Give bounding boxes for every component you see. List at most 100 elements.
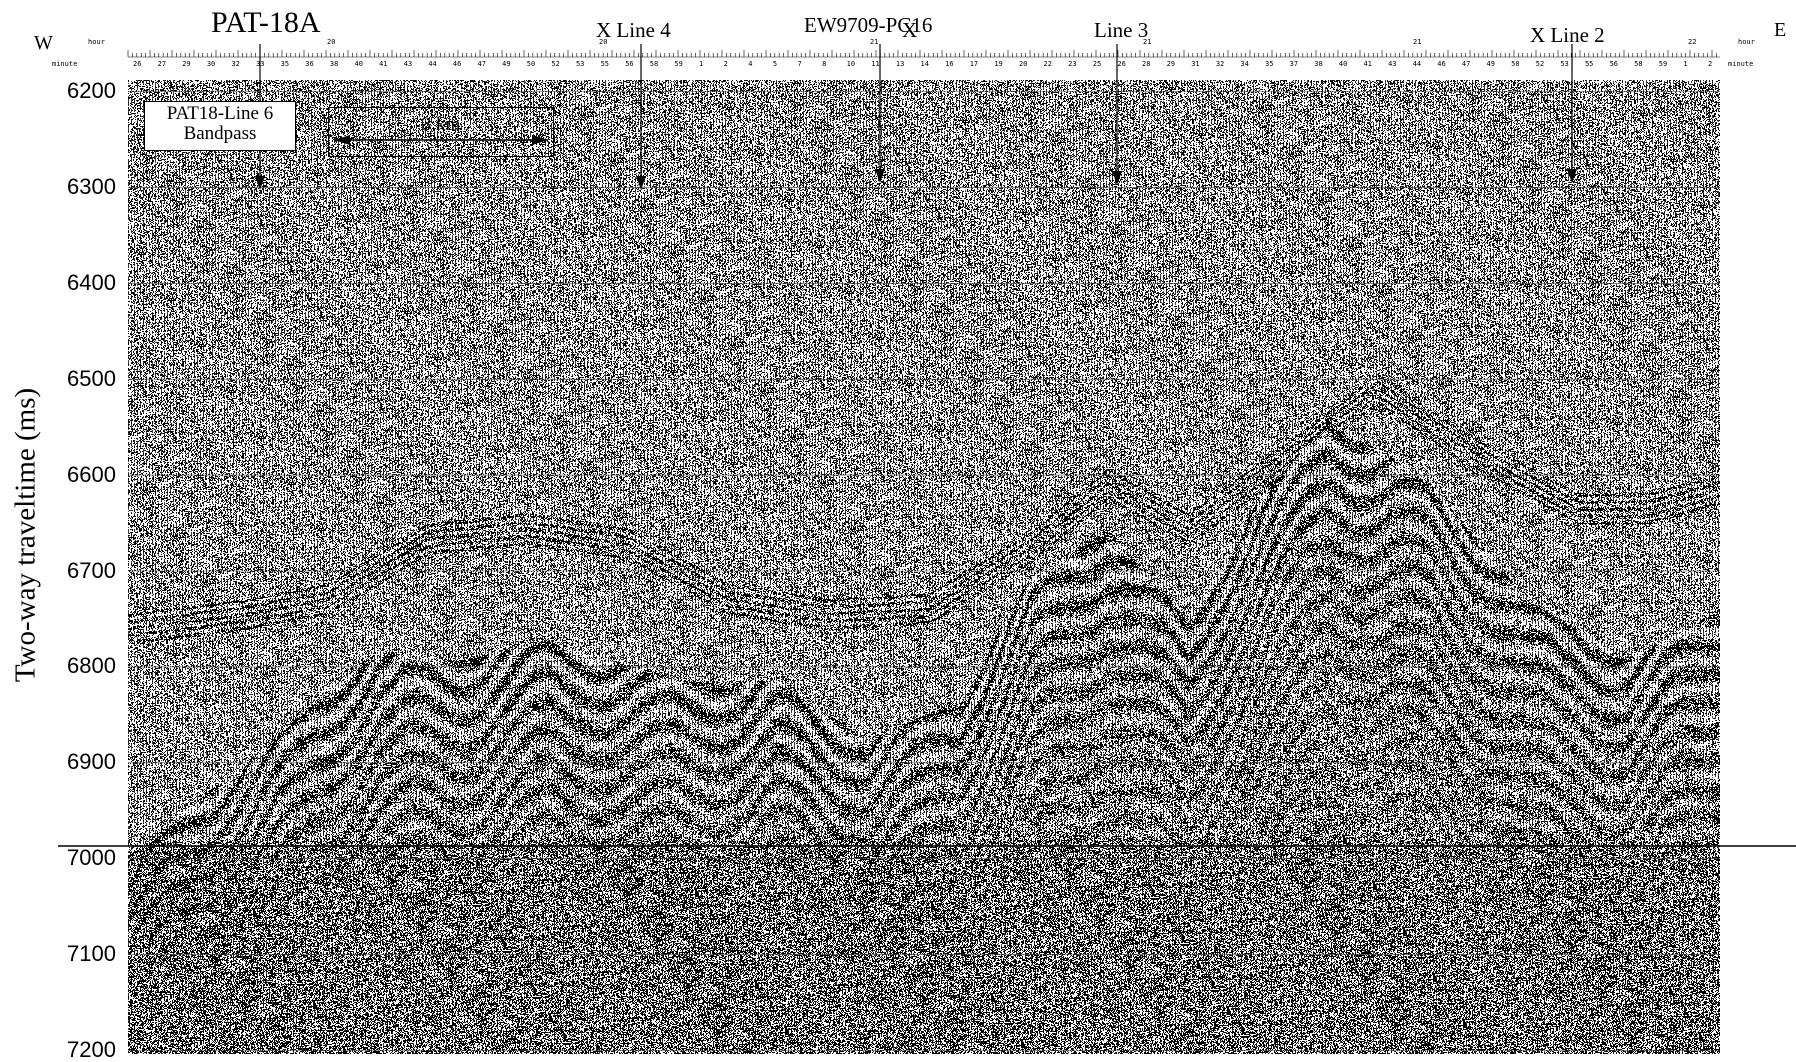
scale-bar-box: 3 km: [328, 107, 554, 157]
minute-tick-label: 43: [1388, 60, 1397, 68]
minute-tick-label: 50: [1511, 60, 1520, 68]
hour-label-left: hour: [88, 38, 105, 46]
minute-tick-label: 56: [625, 60, 634, 68]
minute-tick-label: 26: [1117, 60, 1126, 68]
y-axis-label: Two-way traveltime (ms): [9, 387, 42, 683]
minute-label-right: minute: [1728, 60, 1754, 68]
y-tick-label: 6800: [67, 653, 116, 679]
minute-tick-label: 52: [551, 60, 560, 68]
crossing-arrow-head: [636, 176, 646, 190]
minute-tick-label: 10: [846, 60, 856, 68]
y-tick-label: 6500: [67, 365, 116, 391]
seismic-section-image: [128, 80, 1720, 1054]
minute-tick-label: 43: [403, 60, 413, 68]
y-tick-label: 6200: [67, 78, 116, 103]
minute-tick-label: 14: [920, 60, 929, 68]
y-tick-label: 7200: [67, 1037, 116, 1062]
minute-label-left: minute: [52, 60, 78, 68]
minute-tick-label: 17: [969, 60, 979, 68]
minute-tick-label: 44: [428, 60, 437, 68]
scale-bar-label: 3 km: [421, 114, 461, 135]
line-info-name: PAT18-Line 6: [166, 103, 274, 124]
minute-tick-label: 29: [1166, 60, 1176, 68]
minute-tick-label: 32: [1215, 60, 1225, 68]
minute-tick-label: 58: [1634, 60, 1643, 68]
y-tick-label: 7000: [67, 845, 116, 871]
minute-tick-label: 44: [1412, 60, 1422, 68]
y-tick-label: 6700: [67, 557, 116, 583]
minute-tick-label: 19: [994, 60, 1003, 68]
minute-tick-label: 1: [699, 60, 704, 68]
minute-tick-label: 33: [256, 60, 265, 68]
minute-tick-label: 35: [1265, 60, 1274, 68]
minute-tick-label: 2: [1708, 60, 1713, 68]
time-gridlines: [128, 91, 1720, 1051]
crossing-arrow-head: [1112, 171, 1122, 185]
crossing-label-x-line-2: X Line 2: [1530, 23, 1605, 47]
minute-tick-label: 46: [1437, 60, 1446, 68]
minute-tick-label: 55: [1584, 60, 1594, 68]
minute-tick-label: 56: [1609, 60, 1618, 68]
minute-tick-label: 59: [674, 60, 683, 68]
crossing-label-ew9709-pc16: EW9709-PC16: [804, 13, 933, 37]
minute-tick-label: 55: [600, 60, 610, 68]
east-label: E: [1774, 19, 1787, 41]
minute-tick-label: 16: [945, 60, 954, 68]
hour-tick-label: 21: [1413, 38, 1422, 46]
crossing-arrow-head: [255, 176, 265, 190]
minute-tick-label: 13: [895, 60, 905, 68]
minute-tick-label: 26: [133, 60, 142, 68]
minute-tick-label: 40: [354, 60, 363, 68]
hour-tick-label: 21: [1143, 38, 1152, 46]
minute-tick-label: 59: [1658, 60, 1668, 68]
crossing-label-line-3: Line 3: [1094, 18, 1149, 42]
y-tick-label: 6900: [67, 749, 116, 775]
minute-tick-label: 46: [452, 60, 462, 68]
y-tick-label: 6300: [67, 173, 116, 199]
minute-tick-label: 30: [206, 60, 216, 68]
minute-tick-label: 50: [526, 60, 536, 68]
minute-tick-label: 20: [1018, 60, 1028, 68]
minute-tick-label: 38: [1314, 60, 1323, 68]
site-title: PAT-18A: [211, 6, 321, 39]
time-axis-ticks: [127, 50, 1720, 58]
minute-tick-label: 38: [329, 60, 339, 68]
minute-tick-label: 53: [575, 60, 585, 68]
minute-tick-label: 29: [182, 60, 191, 68]
minute-tick-label: 5: [772, 60, 778, 68]
hour-tick-label: 21: [870, 38, 879, 46]
hour-tick-label: 22: [1688, 38, 1697, 46]
minute-tick-label: 7: [797, 60, 802, 68]
crossing-label-x-line-4: X Line 4: [596, 18, 671, 42]
hour-tick-label: 20: [327, 38, 336, 46]
minute-tick-label: 11: [871, 60, 880, 68]
hour-tick-label: 20: [599, 38, 608, 46]
y-tick-label: 6600: [67, 461, 116, 487]
minute-tick-label: 40: [1338, 60, 1348, 68]
minute-tick-label: 47: [477, 60, 486, 68]
minute-tick-label: 49: [1486, 60, 1495, 68]
minute-tick-label: 35: [280, 60, 290, 68]
minute-tick-label: 53: [1560, 60, 1569, 68]
minute-tick-label: 8: [822, 60, 827, 68]
minute-tick-label: 41: [1363, 60, 1372, 68]
minute-tick-label: 37: [1289, 60, 1299, 68]
crossing-arrows: [255, 44, 1577, 190]
crossing-arrow-head: [1567, 169, 1577, 183]
minute-tick-label: 28: [1141, 60, 1151, 68]
crossing-arrow-head: [875, 169, 885, 183]
minute-tick-label: 36: [305, 60, 314, 68]
scale-bar-arrow: [334, 135, 548, 145]
minute-tick-label: 34: [1240, 60, 1249, 68]
minute-tick-label: 25: [1092, 60, 1102, 68]
y-tick-label: 7100: [67, 941, 116, 967]
minute-tick-label: 41: [379, 60, 388, 68]
minute-tick-label: 2: [723, 60, 728, 68]
hour-label-right: hour: [1738, 38, 1755, 46]
minute-tick-label: 58: [649, 60, 659, 68]
minute-tick-label: 47: [1461, 60, 1471, 68]
minute-tick-label: 4: [748, 60, 753, 68]
crossing-label-x: X: [902, 18, 918, 42]
y-tick-label: 6400: [67, 269, 116, 295]
